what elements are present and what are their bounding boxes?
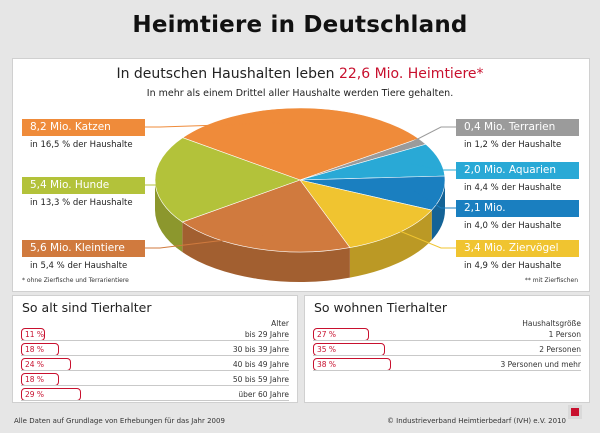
table-row: 11 % bis 29 Jahre — [21, 328, 289, 341]
household-column-header: Haushaltsgröße — [522, 319, 581, 328]
sublabel-gartenteiche: in 4,0 % der Haushalte — [464, 221, 562, 231]
connector-katzen — [145, 121, 301, 128]
row-label: 40 bis 49 Jahre — [232, 360, 289, 369]
sublabel-kleintiere: in 5,4 % der Haushalte — [30, 261, 128, 271]
pie-side-gartenteiche — [431, 180, 445, 241]
pie-side-kleintiere — [182, 222, 350, 282]
row-divider — [21, 340, 289, 341]
footer-copyright: © Industrieverband Heimtierbedarf (IVH) … — [386, 417, 566, 425]
percent-value: 18 % — [25, 375, 45, 384]
label-hunde: 5,4 Mio. Hunde — [22, 177, 145, 194]
label-text-ziervoegel: 3,4 Mio. Ziervögel — [464, 242, 559, 254]
label-marker-gartenteiche: ** — [532, 222, 539, 229]
household-panel-title: So wohnen Tierhalter — [314, 300, 447, 315]
table-row: 24 % 40 bis 49 Jahre — [21, 358, 289, 371]
row-label: über 60 Jahre — [238, 390, 289, 399]
row-label: 2 Personen — [539, 345, 581, 354]
percent-value: 29 % — [25, 390, 45, 399]
label-kleintiere: 5,6 Mio. Kleintiere — [22, 240, 145, 257]
percent-value: 24 % — [25, 360, 45, 369]
row-label: 3 Personen und mehr — [500, 360, 581, 369]
sublabel-katzen: in 16,5 % der Haushalte — [30, 140, 133, 150]
label-text-katzen: 8,2 Mio. Katzen — [30, 121, 111, 133]
label-katzen: 8,2 Mio. Katzen — [22, 119, 145, 136]
footer-source: Alle Daten auf Grundlage von Erhebungen … — [14, 417, 225, 425]
footnote-right: ** mit Zierfischen — [524, 277, 578, 284]
row-divider — [21, 385, 289, 386]
label-gartenteiche: 2,1 Mio. Gartenteiche** — [456, 200, 579, 235]
connector-hunde — [145, 179, 185, 186]
percent-value: 27 % — [317, 330, 337, 339]
row-label: bis 29 Jahre — [244, 330, 289, 339]
label-text-kleintiere: 5,6 Mio. Kleintiere — [30, 242, 125, 254]
ivh-logo — [568, 405, 582, 419]
headline: In deutschen Haushalten leben 22,6 Mio. … — [0, 66, 600, 82]
headline-highlight: 22,6 Mio. Heimtiere — [338, 66, 477, 82]
row-label: 50 bis 59 Jahre — [232, 375, 289, 384]
sublabel-aquarien: in 4,4 % der Haushalte — [464, 183, 562, 193]
connector-gartenteiche — [413, 190, 456, 209]
percent-value: 38 % — [317, 360, 337, 369]
sublabel-ziervoegel: in 4,9 % der Haushalte — [464, 261, 562, 271]
pie-side-ziervoegel — [349, 210, 432, 278]
row-divider — [21, 400, 289, 401]
label-terrarien: 0,4 Mio. Terrarien — [456, 119, 579, 136]
row-label: 1 Person — [548, 330, 581, 339]
table-row: 35 % 2 Personen — [313, 343, 581, 356]
label-ziervoegel: 3,4 Mio. Ziervögel — [456, 240, 579, 257]
pie-slice-kleintiere — [181, 179, 351, 253]
row-divider — [313, 355, 581, 356]
connector-kleintiere — [145, 234, 267, 249]
subheadline: In mehr als einem Drittel aller Haushalt… — [146, 88, 454, 99]
age-column-header: Alter — [271, 319, 289, 328]
sublabel-terrarien: in 1,2 % der Haushalte — [464, 140, 562, 150]
footnote-left: * ohne Zierfische und Terrarientiere — [22, 277, 129, 284]
age-panel-title: So alt sind Tierhalter — [22, 300, 152, 315]
sublabel-hunde: in 13,3 % der Haushalte — [30, 198, 133, 208]
row-divider — [313, 340, 581, 341]
table-row: 18 % 50 bis 59 Jahre — [21, 373, 289, 386]
table-row: 29 % über 60 Jahre — [21, 388, 289, 401]
row-divider — [21, 355, 289, 356]
percent-value: 35 % — [317, 345, 337, 354]
label-text-hunde: 5,4 Mio. Hunde — [30, 179, 110, 191]
row-divider — [21, 370, 289, 371]
household-panel: So wohnen Tierhalter Haushaltsgröße 27 %… — [304, 295, 590, 403]
percent-value: 18 % — [25, 345, 45, 354]
row-divider — [313, 370, 581, 371]
pie-slice-hunde — [154, 137, 301, 223]
page-title: Heimtiere in Deutschland — [132, 12, 468, 38]
table-row: 27 % 1 Person — [313, 328, 581, 341]
label-text-terrarien: 0,4 Mio. Terrarien — [464, 121, 556, 133]
headline-prefix: In deutschen Haushalten leben — [116, 66, 335, 82]
label-text-gartenteiche: 2,1 Mio. Gartenteiche — [464, 202, 533, 235]
label-aquarien: 2,0 Mio. Aquarien — [456, 162, 579, 179]
table-row: 18 % 30 bis 39 Jahre — [21, 343, 289, 356]
headline-marker: * — [476, 66, 484, 82]
label-text-aquarien: 2,0 Mio. Aquarien — [464, 164, 557, 176]
connector-aquarien — [411, 163, 456, 171]
row-label: 30 bis 39 Jahre — [232, 345, 289, 354]
pie-chart — [145, 107, 456, 282]
table-row: 38 % 3 Personen und mehr — [313, 358, 581, 371]
percent-value: 11 % — [25, 330, 45, 339]
age-panel: So alt sind Tierhalter Alter 11 % bis 29 … — [12, 295, 298, 403]
connector-ziervoegel — [378, 221, 456, 249]
pie-side-hunde — [155, 180, 183, 253]
connector-terrarien — [397, 126, 456, 150]
